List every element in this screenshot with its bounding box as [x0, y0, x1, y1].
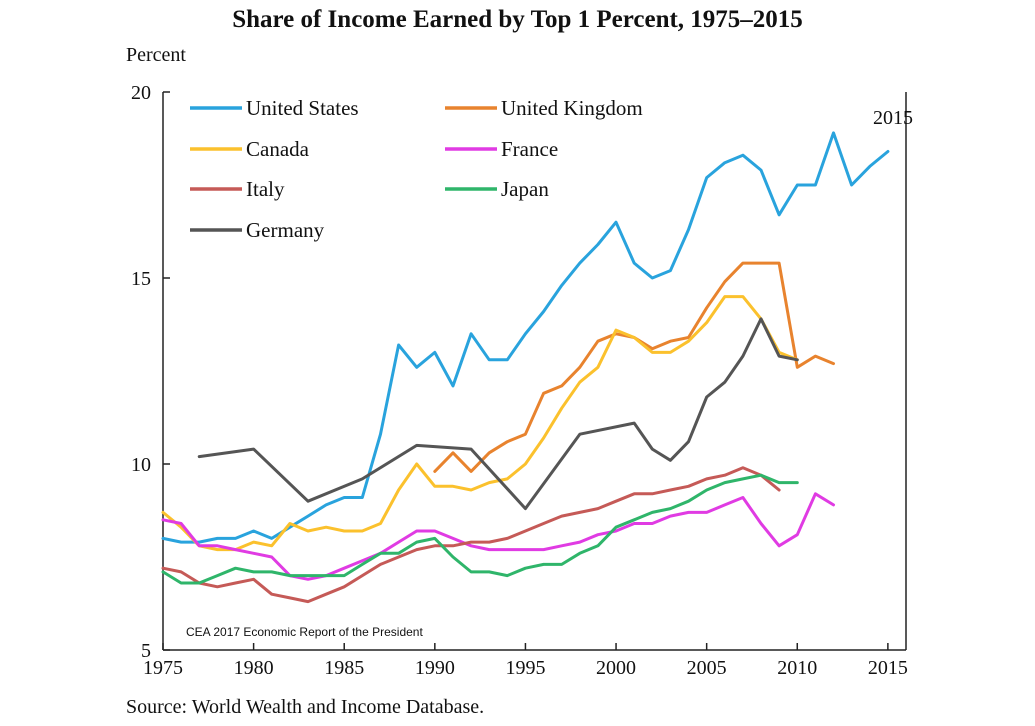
y-tick-label: 20	[131, 82, 151, 104]
source-note: Source: World Wealth and Income Database…	[126, 696, 485, 718]
legend-label-germany: Germany	[246, 218, 325, 242]
series-line-united-kingdom	[433, 261, 835, 473]
y-tick-label: 10	[131, 454, 151, 476]
y-tick-label: 5	[141, 640, 151, 662]
x-tick-label: 1990	[415, 657, 455, 679]
x-tick-label: 2010	[777, 657, 817, 679]
x-tick-label: 1995	[505, 657, 545, 679]
series-line-france	[161, 492, 835, 581]
legend-label-united-states: United States	[246, 96, 359, 120]
series-line-canada	[161, 295, 799, 552]
legend-label-japan: Japan	[501, 177, 549, 201]
chart-title: Share of Income Earned by Top 1 Percent,…	[232, 6, 803, 33]
series-line-germany	[197, 317, 799, 511]
x-tick-label: 1975	[143, 657, 183, 679]
y-axis-label: Percent	[126, 44, 186, 66]
x-tick-label: 1980	[234, 657, 274, 679]
series-line-italy	[161, 466, 781, 604]
legend-label-france: France	[501, 137, 558, 161]
legend-label-italy: Italy	[246, 177, 285, 201]
series-line-japan	[161, 473, 799, 585]
x-tick-label: 2000	[596, 657, 636, 679]
x-tick-label: 2005	[687, 657, 727, 679]
y-tick-label: 15	[131, 268, 151, 290]
legend-label-united-kingdom: United Kingdom	[501, 96, 643, 120]
annotation-2015: 2015	[873, 107, 913, 129]
x-tick-label: 2015	[868, 657, 908, 679]
legend-label-canada: Canada	[246, 137, 310, 161]
x-tick-label: 1985	[324, 657, 364, 679]
report-note: CEA 2017 Economic Report of the Presiden…	[186, 625, 423, 639]
